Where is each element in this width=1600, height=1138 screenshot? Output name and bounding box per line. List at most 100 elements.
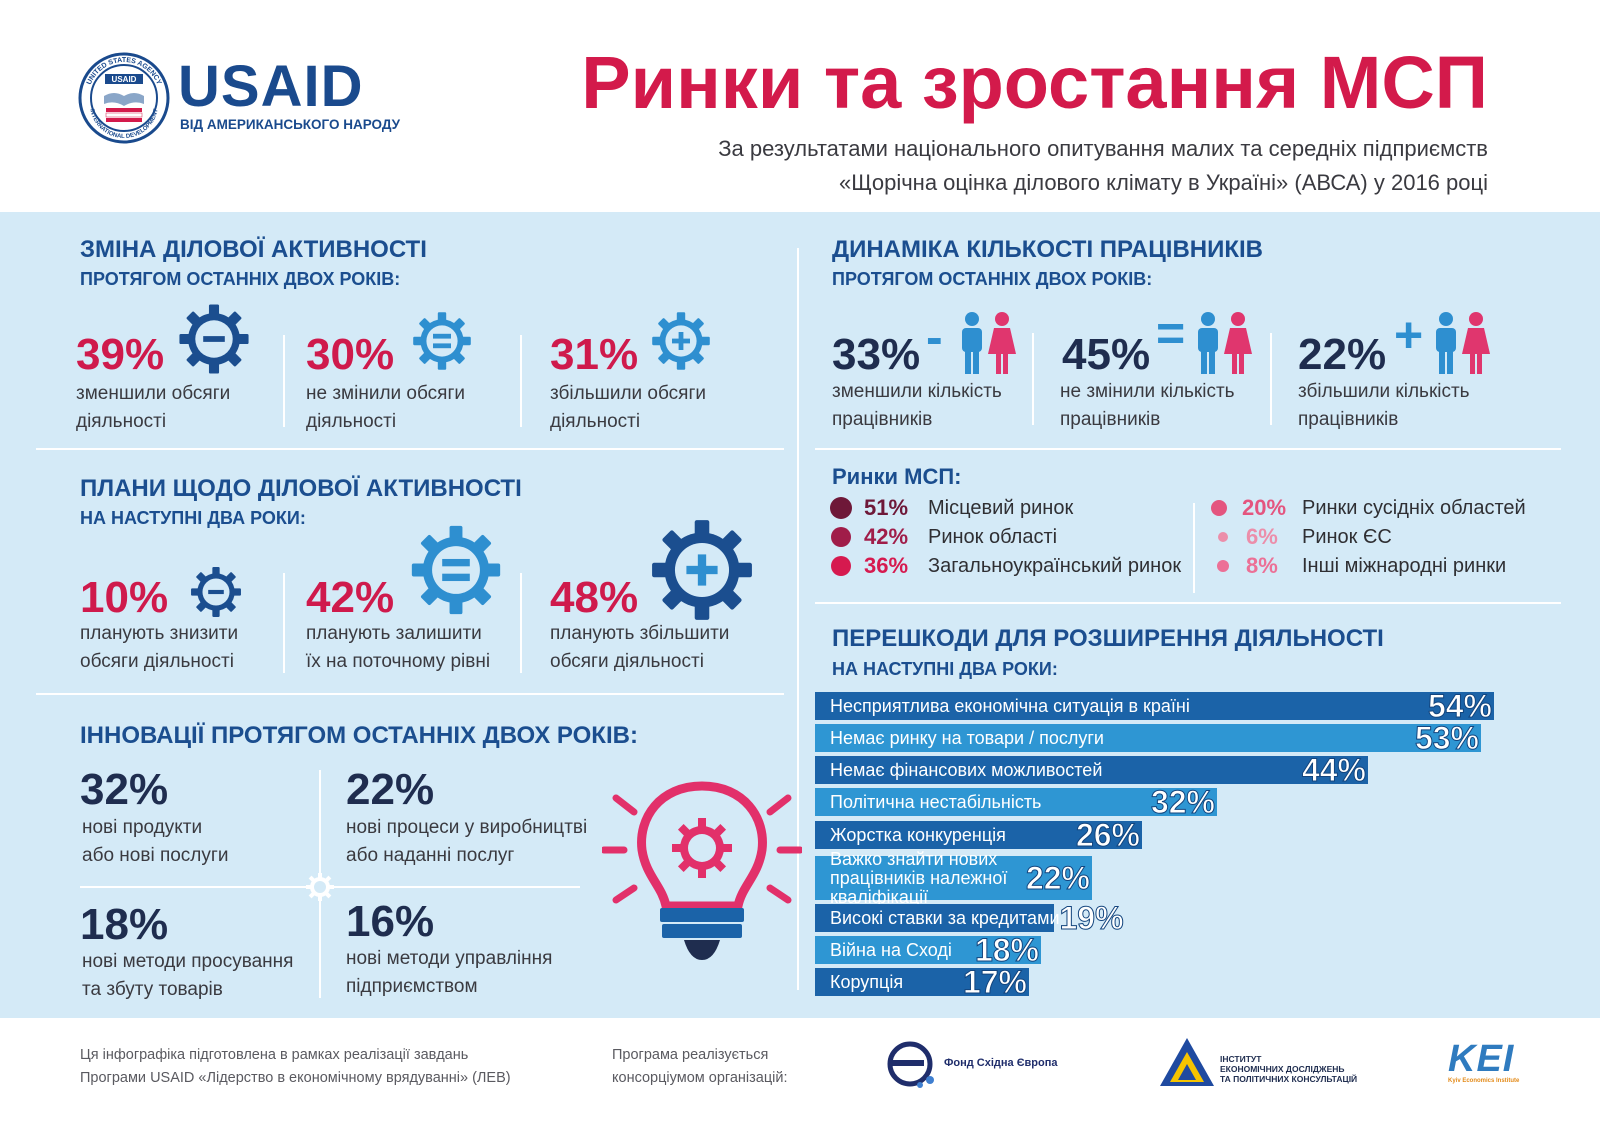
people-icon [958, 312, 1018, 374]
market-item: 42% [830, 525, 924, 549]
item-divider [1193, 503, 1195, 593]
innovation-value: 32% [80, 765, 169, 814]
obstacle-bar: Несприятлива економічна ситуація в країн… [815, 688, 1494, 724]
market-label: Ринок ЄС [1302, 526, 1392, 548]
activity-plans-title: ПЛАНИ ЩОДО ДІЛОВОЇ АКТИВНОСТІ [80, 475, 522, 502]
activity-plans-desc: планують знизити обсяги діяльності [80, 623, 239, 672]
obstacle-bar: Корупція 17% [815, 964, 1029, 1000]
svg-text:USAID: USAID [112, 75, 137, 84]
obstacle-value: 17% [962, 964, 1027, 1000]
market-dot-icon [1218, 532, 1228, 542]
market-label: Ринки сусідніх областей [1302, 497, 1526, 519]
partner-2-name: ІНСТИТУТ ЕКОНОМІЧНИХ ДОСЛІДЖЕНЬ ТА ПОЛІТИЧ… [1220, 1054, 1358, 1084]
section-divider [36, 693, 784, 695]
lightbulb-gear-icon [602, 778, 802, 962]
market-item: 51% [830, 496, 924, 520]
usaid-tagline: ВІД АМЕРИКАНСЬКОГО НАРОДУ [180, 117, 401, 132]
markets-title: Ринки МСП: [832, 464, 962, 489]
employees-desc: не змінили кількість працівників [1060, 381, 1235, 430]
obstacles-title: ПЕРЕШКОДИ ДЛЯ РОЗШИРЕННЯ ДІЯЛЬНОСТІ [832, 625, 1384, 652]
obstacle-bar: Важко знайти нових працівників належної к… [815, 849, 1092, 906]
innovation-value: 16% [346, 897, 435, 946]
obstacle-label-line: Корупція [830, 972, 904, 992]
section-divider [36, 448, 784, 450]
obstacle-label-line: Війна на Сході [830, 940, 952, 960]
obstacle-value: 26% [1075, 817, 1140, 853]
activity-change-desc: не змінили обсяги діяльності [306, 383, 465, 432]
column-divider [797, 248, 799, 990]
obstacle-bar: Високі ставки за кредитами 19% [815, 902, 1124, 935]
obstacle-label-line: працівників належної кваліфікації [830, 867, 1008, 907]
market-item: 36% [830, 554, 924, 578]
innovations-title: ІННОВАЦІЇ ПРОТЯГОМ ОСТАННІХ ДВОХ РОКІВ: [80, 722, 638, 749]
activity-plans-value: 48% [550, 573, 639, 622]
obstacle-label-line: Немає ринку на товари / послуги [830, 728, 1104, 748]
innovation-desc: нові методи просування та збуту товарів [82, 951, 294, 1000]
page-subtitle-line-2: «Щорічна оцінка ділового клімату в Украї… [839, 170, 1488, 195]
gear-minus-icon [190, 566, 242, 618]
obstacle-value: 32% [1150, 784, 1215, 820]
item-divider [283, 573, 285, 673]
activity-change-value: 31% [550, 330, 639, 379]
page-title: Ринки та зростання МСП [581, 41, 1488, 124]
activity-plans-value: 42% [306, 573, 395, 622]
employees-desc: збільшили кількість працівників [1298, 381, 1470, 430]
kei-logo-subtitle: Kyiv Economics Institute [1448, 1078, 1520, 1084]
market-dot-icon [830, 497, 852, 519]
market-item: 6% [1212, 525, 1306, 549]
obstacle-label-line: Важко знайти нових [830, 848, 998, 869]
item-divider [520, 335, 522, 427]
activity-plans-value: 10% [80, 573, 169, 622]
section-divider [815, 602, 1561, 604]
innovation-desc: нові процеси у виробництві або наданні по… [346, 817, 588, 866]
obstacle-label: Корупція [815, 973, 903, 991]
activity-change-desc: зменшили обсяги діяльності [76, 383, 231, 432]
obstacle-bar: Війна на Сході 18% [815, 934, 1041, 967]
obstacle-label: Політична нестабільність [815, 793, 1041, 811]
market-value: 6% [1246, 524, 1278, 549]
innovation-value: 18% [80, 900, 169, 949]
obstacle-value: 22% [1025, 860, 1090, 896]
obstacle-label: Високі ставки за кредитами [815, 909, 1060, 927]
market-value: 36% [864, 553, 909, 578]
market-dot-icon [831, 527, 851, 547]
item-divider [1032, 333, 1034, 425]
obstacle-value: 54% [1427, 688, 1492, 724]
employees-value: 33% [832, 330, 921, 379]
employees-title: ДИНАМІКА КІЛЬКОСТІ ПРАЦІВНИКІВ [832, 236, 1264, 263]
obstacle-value: 44% [1301, 752, 1366, 788]
market-dot-icon [1217, 560, 1229, 572]
market-value: 51% [864, 495, 909, 520]
footer-note: Ця інфографіка підготовлена в рамках реа… [80, 1047, 511, 1086]
obstacle-label: Немає ринку на товари / послуги [815, 729, 1104, 747]
obstacle-value: 19% [1059, 900, 1124, 936]
market-dot-icon [831, 556, 851, 576]
obstacle-bar: Політична нестабільність 32% [815, 784, 1217, 820]
activity-change-subtitle: ПРОТЯГОМ ОСТАННІХ ДВОХ РОКІВ: [80, 269, 401, 289]
market-label: Інші міжнародні ринки [1302, 555, 1507, 577]
usaid-wordmark: USAID [178, 54, 364, 119]
market-item: 20% [1208, 496, 1302, 520]
activity-change-value: 30% [306, 330, 395, 379]
item-divider [520, 573, 522, 673]
usaid-seal-logo: UNITED STATES AGENCY INTERNATIONAL DEVEL… [78, 52, 170, 144]
minus-sign: - [926, 309, 943, 365]
market-value: 20% [1242, 495, 1287, 520]
market-label: Місцевий ринок [928, 497, 1074, 519]
market-value: 8% [1246, 553, 1278, 578]
plus-sign: + [1394, 307, 1424, 363]
gear-equal-icon [410, 524, 502, 616]
page-subtitle-line-1: За результатами національного опитування… [718, 136, 1488, 161]
small-gear-icon [306, 873, 334, 901]
obstacle-label-line: Політична нестабільність [830, 792, 1042, 812]
item-divider [283, 335, 285, 427]
obstacle-label: Несприятлива економічна ситуація в країн… [815, 697, 1190, 715]
partner-1-name: Фонд Східна Європа [944, 1057, 1058, 1069]
section-divider [815, 448, 1561, 450]
activity-plans-subtitle: НА НАСТУПНІ ДВА РОКИ: [80, 508, 306, 528]
obstacle-label-line: Немає фінансових можливостей [830, 760, 1103, 780]
obstacle-bar: Жорстка конкуренція 26% [815, 817, 1142, 853]
ier-logo [1158, 1036, 1216, 1088]
item-divider [1270, 333, 1272, 425]
employees-value: 22% [1298, 330, 1387, 379]
